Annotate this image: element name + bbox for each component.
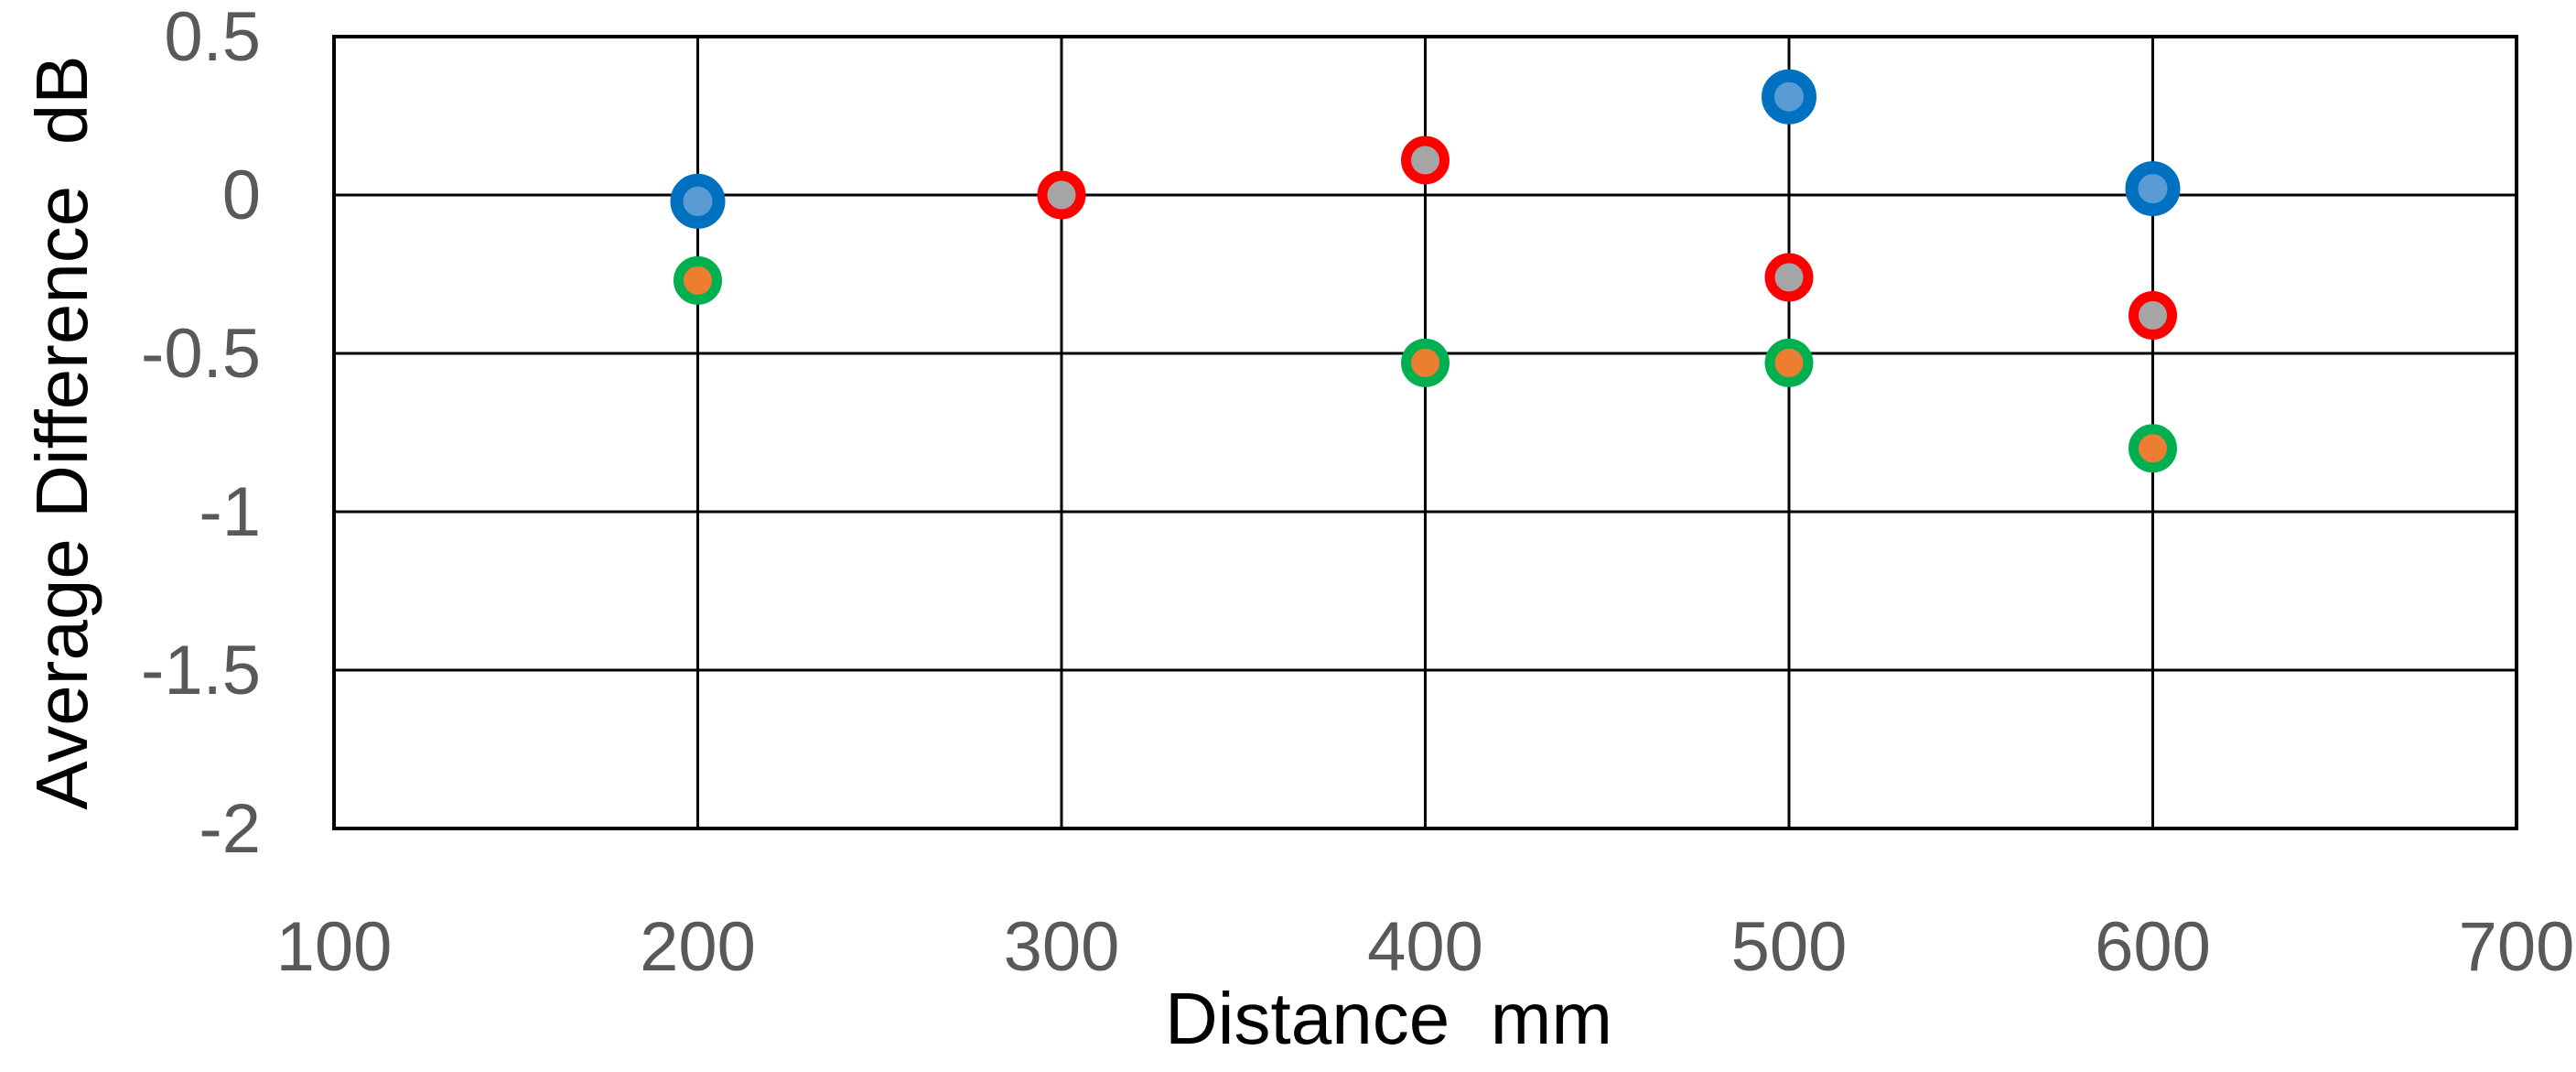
data-point-series-3 xyxy=(1401,338,1450,387)
x-tick-label: 700 xyxy=(2459,908,2575,986)
data-points xyxy=(670,69,2181,473)
data-point-series-2 xyxy=(1037,170,1086,220)
x-tick-label: 300 xyxy=(1004,908,1120,986)
x-tick-label: 500 xyxy=(1731,908,1848,986)
y-tick-label: -1 xyxy=(199,473,261,551)
x-tick-label: 400 xyxy=(1367,908,1483,986)
data-point-series-2 xyxy=(2129,290,2177,340)
x-tick-label: 600 xyxy=(2095,908,2211,986)
data-point-series-3 xyxy=(1764,338,1814,387)
data-point-series-2 xyxy=(1401,135,1450,185)
x-tick-label: 100 xyxy=(276,908,393,986)
y-axis-tick-labels: 0.5 0 -0.5 -1 -1.5 -2 xyxy=(141,0,261,868)
data-point-series-3 xyxy=(2129,424,2177,473)
data-point-series-2 xyxy=(1764,253,1814,302)
y-tick-label: 0 xyxy=(222,157,261,234)
y-tick-label: -1.5 xyxy=(141,632,261,709)
y-tick-label: -0.5 xyxy=(141,315,261,393)
y-tick-label: -2 xyxy=(199,790,261,868)
y-axis-title: Average Difference dB xyxy=(21,55,102,809)
x-tick-label: 200 xyxy=(640,908,756,986)
x-axis-tick-labels: 100 200 300 400 500 600 700 xyxy=(276,908,2575,986)
y-tick-label: 0.5 xyxy=(164,0,261,76)
data-point-series-3 xyxy=(674,255,722,305)
x-axis-title: Distance mm xyxy=(1165,978,1612,1059)
data-point-series-1 xyxy=(670,173,726,229)
data-point-series-1 xyxy=(2125,161,2181,217)
plot-area-frame xyxy=(332,35,2518,830)
data-point-series-1 xyxy=(1762,69,1816,125)
